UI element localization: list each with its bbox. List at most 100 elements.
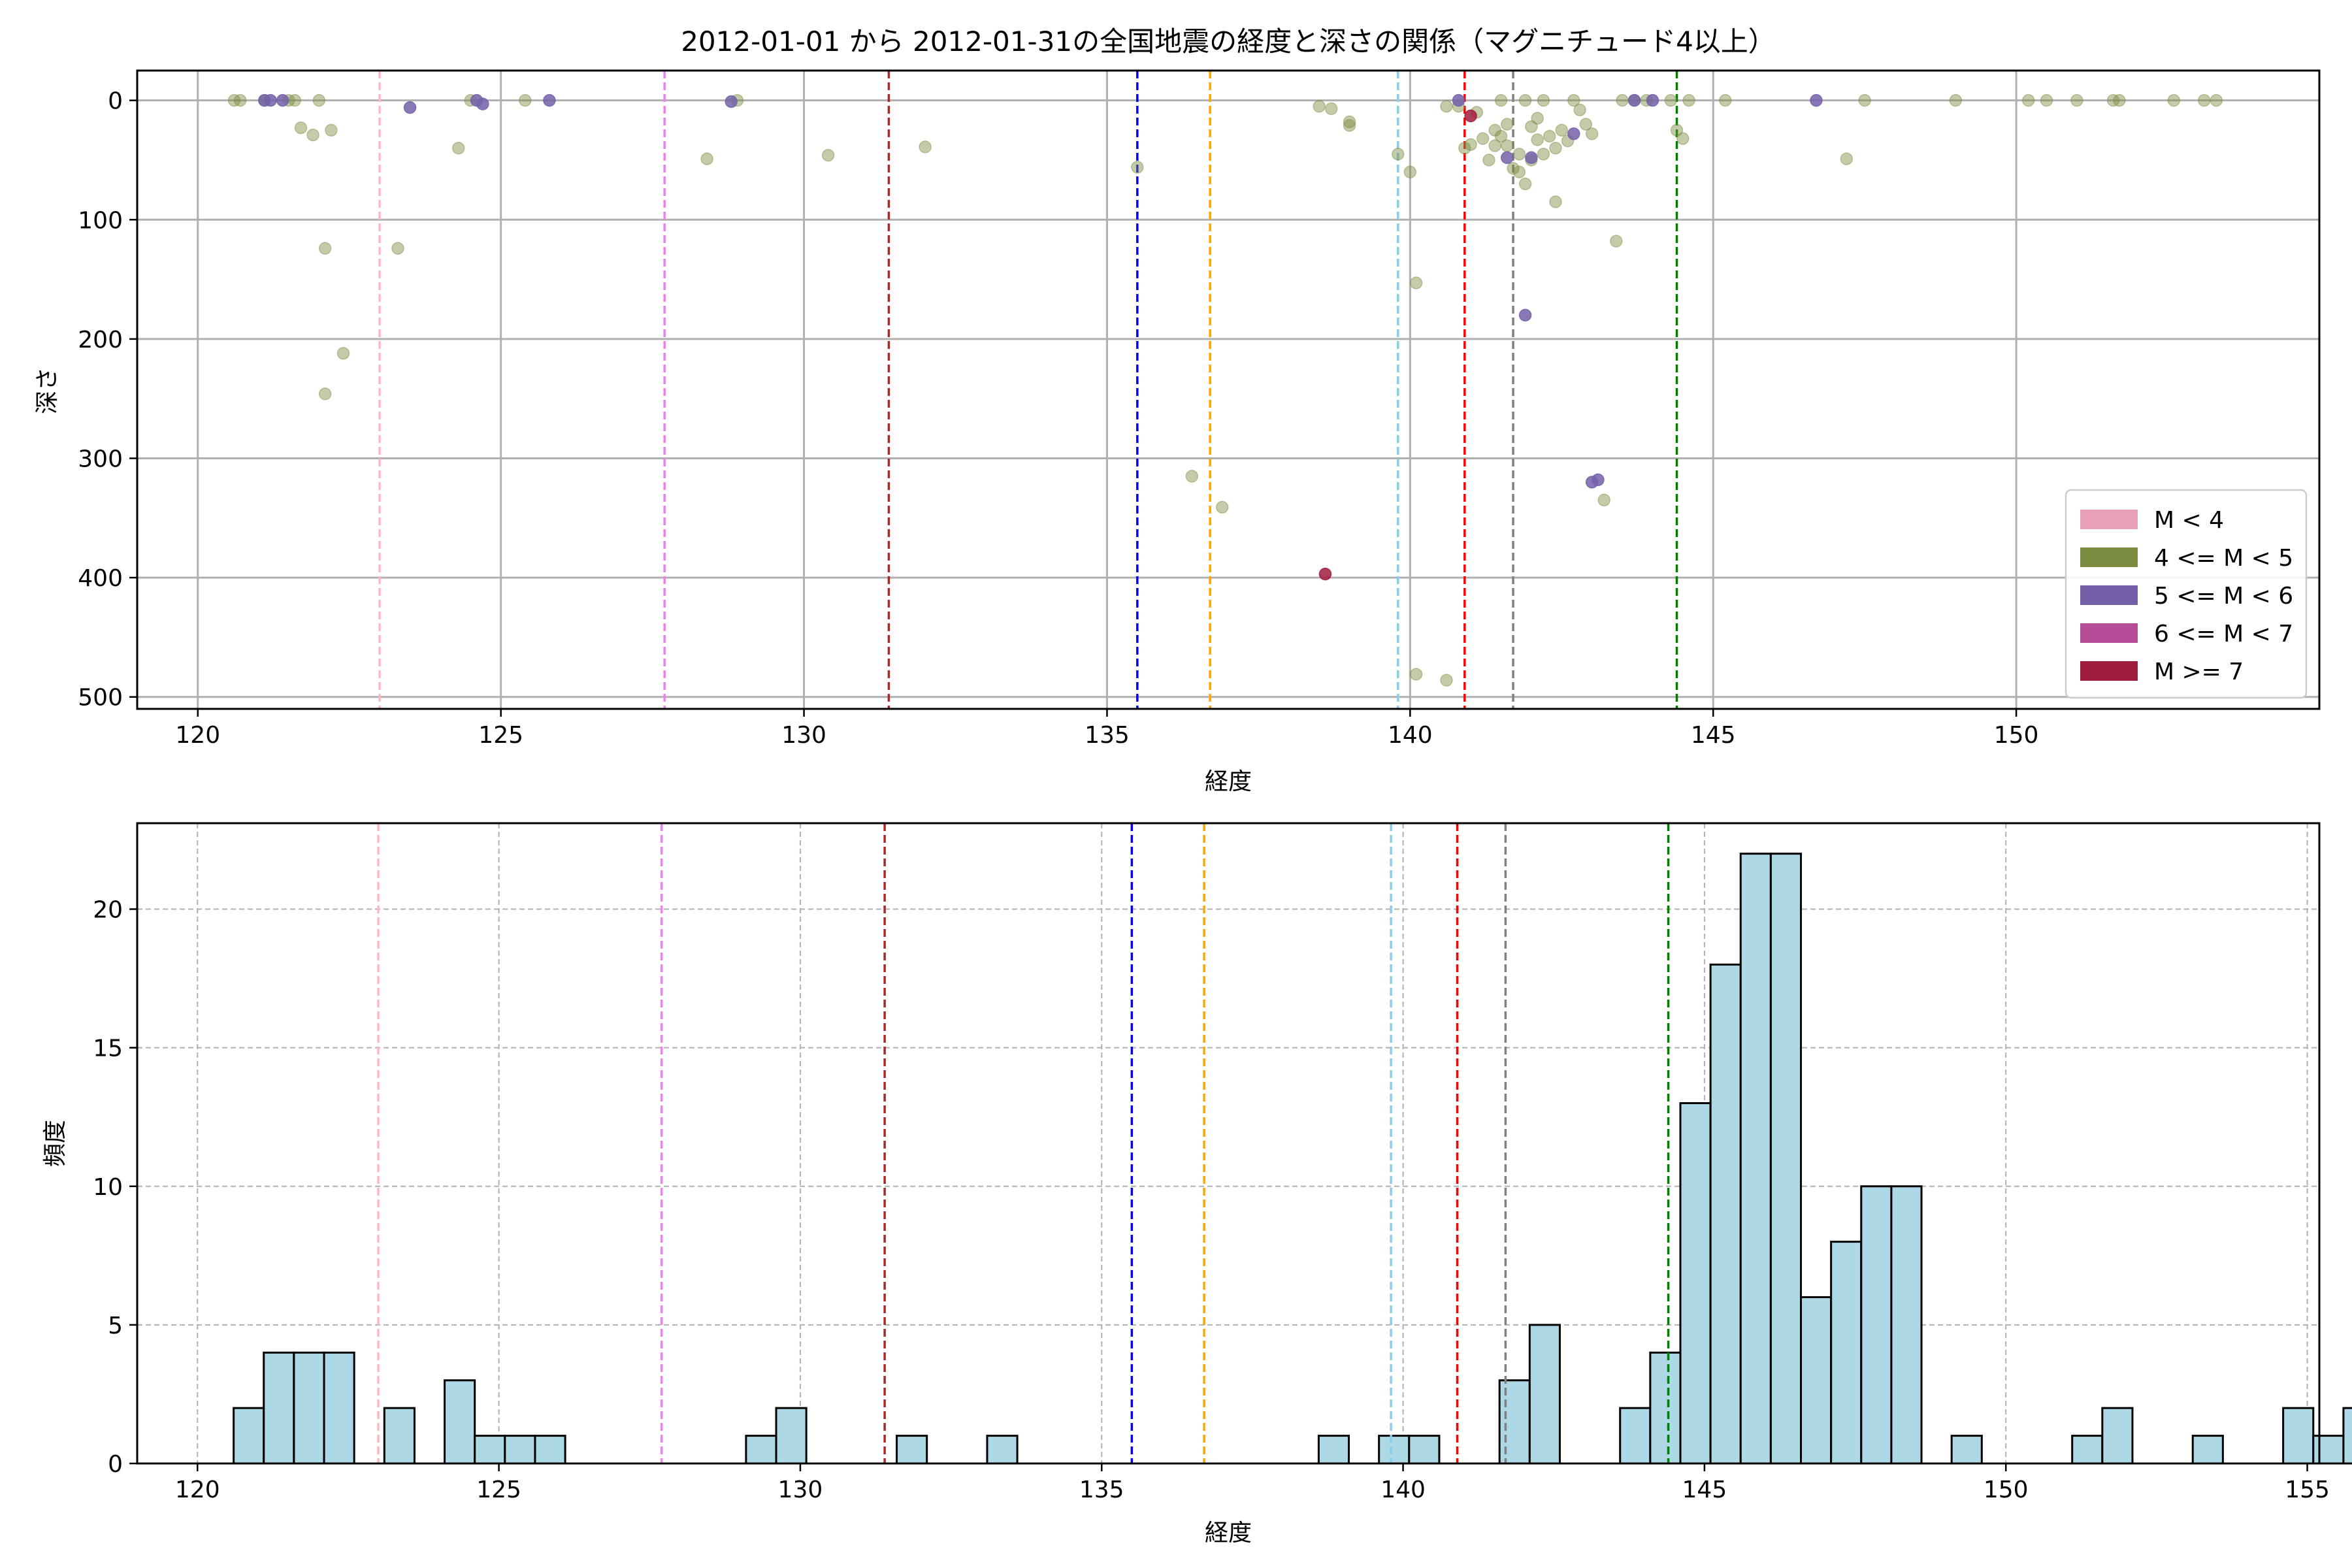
histogram-bar: [2342, 1407, 2352, 1465]
scatter-point: [1573, 103, 1586, 117]
x-tick-label: 155: [2285, 1477, 2330, 1503]
y-tick-label: 5: [108, 1313, 123, 1339]
histogram-bar: [775, 1407, 808, 1465]
y-tick-label: 300: [78, 446, 123, 473]
scatter-point: [294, 121, 308, 135]
scatter-point: [1458, 141, 1471, 155]
histogram-bar: [2282, 1407, 2315, 1465]
scatter-point: [1185, 470, 1199, 483]
y-tick-label: 400: [78, 565, 123, 592]
scatter-point: [1501, 139, 1514, 152]
scatter-point: [1531, 112, 1544, 125]
scatter-point: [1452, 93, 1465, 107]
scatter-point: [318, 242, 332, 255]
scatter-point: [1476, 132, 1490, 145]
x-tick-label: 150: [1984, 1477, 2029, 1503]
scatter-point: [1318, 567, 1332, 581]
scatter-point: [2040, 93, 2053, 107]
histogram-bar: [233, 1407, 265, 1465]
histogram-bar: [1679, 1102, 1712, 1465]
scatter-point: [1507, 161, 1520, 175]
scatter-point: [391, 242, 404, 255]
scatter-point: [1464, 109, 1477, 123]
scatter-point: [264, 93, 277, 107]
histogram-bar: [504, 1435, 536, 1465]
histogram-bar: [1709, 963, 1742, 1465]
histogram-bar: [474, 1435, 506, 1465]
scatter-point: [2021, 93, 2035, 107]
scatter-point: [1525, 120, 1538, 133]
scatter-point: [2113, 93, 2126, 107]
scatter-point: [1313, 100, 1326, 113]
x-tick-label: 125: [476, 1477, 521, 1503]
legend-label: M >= 7: [2154, 659, 2244, 685]
histogram-bar: [293, 1351, 325, 1465]
scatter-point: [1343, 115, 1356, 129]
scatter-point: [1392, 148, 1405, 161]
scatter-point: [403, 101, 417, 114]
histogram-bar: [1408, 1435, 1441, 1465]
scatter-xlabel: 経度: [1205, 768, 1252, 795]
scatter-point: [1494, 93, 1508, 107]
scatter-point: [1494, 129, 1508, 143]
scatter-point: [1488, 123, 1501, 137]
legend-swatch: [2080, 547, 2138, 567]
histogram-bar: [444, 1379, 476, 1465]
scatter-point: [1597, 493, 1610, 507]
scatter-point: [1682, 93, 1695, 107]
scatter-point: [1579, 118, 1593, 131]
scatter-point: [1810, 93, 1823, 107]
scatter-point: [725, 95, 738, 108]
histogram-axes-frame: [136, 822, 2321, 1465]
y-tick-label: 20: [93, 897, 123, 924]
x-tick-label: 145: [1691, 722, 1736, 749]
scatter-point: [2197, 93, 2211, 107]
scatter-point: [1440, 100, 1453, 113]
scatter-point: [1664, 93, 1678, 107]
scatter-point: [543, 93, 556, 107]
histogram-bar: [534, 1435, 566, 1465]
y-tick-label: 15: [93, 1036, 123, 1062]
histogram-bar: [1860, 1185, 1893, 1465]
histogram-bar: [1830, 1241, 1863, 1465]
y-tick-label: 500: [78, 685, 123, 711]
scatter-point: [1518, 308, 1532, 322]
x-tick-label: 120: [175, 1477, 220, 1503]
histogram-bar: [1950, 1435, 1983, 1465]
histogram-ylabel: 頻度: [42, 1120, 69, 1167]
scatter-point: [2210, 93, 2223, 107]
scatter-point: [1512, 148, 1526, 161]
legend-label: 4 <= M < 5: [2154, 545, 2293, 572]
scatter-point: [227, 93, 241, 107]
scatter-point: [1949, 93, 1963, 107]
scatter-point: [288, 93, 301, 107]
histogram-bar: [2071, 1435, 2104, 1465]
legend-swatch: [2080, 661, 2138, 681]
y-tick-label: 0: [108, 88, 123, 115]
legend-label: M < 4: [2154, 507, 2224, 534]
scatter-point: [1525, 151, 1538, 165]
scatter-point: [1676, 132, 1690, 145]
scatter-ylabel: 深さ: [34, 367, 61, 414]
scatter-point: [1531, 133, 1544, 146]
scatter-point: [1403, 165, 1417, 178]
scatter-point: [1324, 102, 1338, 116]
scatter-panel: 120 125 130 135 140 145 150 0 100 200 300 400 500 M <…: [78, 69, 2321, 749]
scatter-point: [1840, 152, 1854, 165]
scatter-point: [1610, 235, 1623, 248]
histogram-bar: [986, 1435, 1019, 1465]
scatter-point: [2167, 93, 2181, 107]
scatter-point: [700, 152, 713, 165]
scatter-point: [1512, 165, 1526, 178]
scatter-point: [1719, 93, 1732, 107]
histogram-bar: [2191, 1435, 2224, 1465]
y-tick-label: 200: [78, 327, 123, 353]
histogram-xlabel: 経度: [1205, 1520, 1252, 1546]
chart-title: 2012-01-01 から 2012-01-31の全国地震の経度と深さの関係（マ…: [681, 25, 1776, 57]
x-tick-label: 145: [1682, 1477, 1727, 1503]
histogram-bar: [1649, 1351, 1682, 1465]
histogram-panel: 120 125 130 135 140 145 150 155 0 5 10 15 20: [93, 822, 2352, 1503]
scatter-point: [1409, 276, 1423, 289]
scatter-point: [2070, 93, 2083, 107]
